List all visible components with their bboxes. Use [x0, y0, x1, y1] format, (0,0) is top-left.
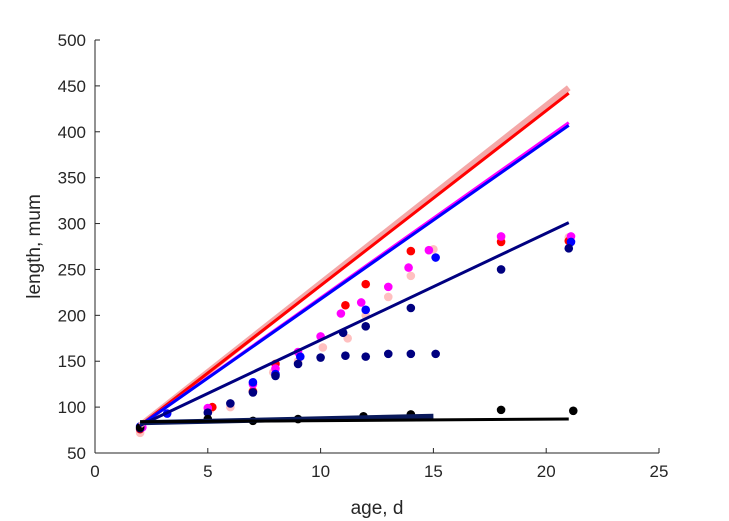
axes: 0 5 10 15 20 25 50 100 150 200 250 300 350 400 450 500	[58, 31, 669, 481]
data-point	[226, 399, 235, 408]
data-point	[341, 351, 350, 361]
y-tick-label: 150	[58, 352, 86, 371]
y-tick-label: 250	[58, 260, 86, 279]
y-tick-label: 100	[58, 398, 86, 417]
data-point	[406, 246, 416, 256]
y-tick-label: 450	[58, 77, 86, 96]
fit-line	[139, 221, 570, 427]
y-tick-label: 300	[58, 215, 86, 234]
x-axis-label: age, d	[351, 498, 404, 519]
y-tick-label: 200	[58, 306, 86, 325]
data-point	[203, 408, 213, 417]
y-tick-label: 50	[67, 444, 86, 463]
data-point	[336, 309, 346, 318]
x-tick-label: 0	[90, 462, 99, 481]
data-point	[406, 303, 416, 313]
data-point	[383, 282, 393, 292]
x-tick-label: 20	[537, 462, 556, 481]
data-point	[568, 406, 578, 416]
x-tick-label: 15	[424, 462, 443, 481]
data-point	[496, 232, 506, 241]
data-point	[496, 405, 506, 415]
y-tick-label: 350	[58, 169, 86, 188]
data-point	[361, 305, 371, 315]
data-point	[295, 352, 305, 361]
data-point	[431, 349, 440, 359]
data-point	[383, 292, 393, 302]
data-point	[341, 300, 350, 310]
data-point	[404, 263, 413, 272]
plot-area	[135, 85, 578, 438]
data-point	[406, 271, 416, 281]
data-point	[356, 298, 366, 307]
y-axis-label: length, mum	[24, 194, 45, 299]
data-point	[316, 353, 325, 362]
y-tick-label: 500	[58, 31, 86, 50]
data-point	[383, 349, 393, 359]
data-point	[361, 352, 371, 361]
data-point	[361, 322, 371, 331]
y-tick-label: 400	[58, 123, 86, 142]
fit-line	[139, 124, 570, 427]
fit-line	[140, 417, 569, 424]
data-point	[406, 349, 416, 359]
data-point	[248, 388, 258, 397]
data-point	[293, 359, 303, 369]
data-point	[248, 378, 258, 387]
data-point	[424, 245, 434, 255]
x-tick-label: 25	[650, 462, 669, 481]
x-tick-label: 5	[203, 462, 212, 481]
data-point	[496, 265, 506, 274]
fit-line	[139, 92, 570, 427]
data-point	[271, 371, 280, 381]
data-point	[318, 343, 328, 352]
data-point	[564, 244, 574, 253]
x-tick-label: 10	[311, 462, 330, 481]
data-point	[361, 279, 371, 289]
data-point	[431, 253, 440, 262]
